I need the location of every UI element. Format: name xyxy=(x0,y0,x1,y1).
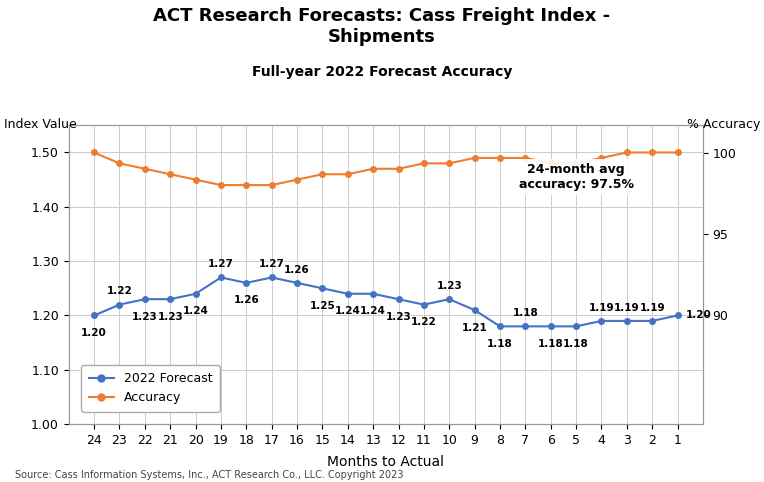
Text: 1.22: 1.22 xyxy=(107,286,132,296)
Text: 1.18: 1.18 xyxy=(513,308,538,318)
Text: 1.18: 1.18 xyxy=(538,339,564,349)
Text: 1.21: 1.21 xyxy=(461,322,487,333)
Text: 1.18: 1.18 xyxy=(563,339,589,349)
Text: 1.19: 1.19 xyxy=(639,303,665,313)
Text: Full-year 2022 Forecast Accuracy: Full-year 2022 Forecast Accuracy xyxy=(252,65,512,79)
Text: 1.23: 1.23 xyxy=(132,312,157,321)
Text: ACT Research Forecasts: Cass Freight Index -
Shipments: ACT Research Forecasts: Cass Freight Ind… xyxy=(154,7,610,46)
Text: 1.24: 1.24 xyxy=(360,306,386,316)
Text: 1.23: 1.23 xyxy=(386,312,411,321)
Text: 1.26: 1.26 xyxy=(284,265,310,275)
Text: % Accuracy: % Accuracy xyxy=(687,118,760,131)
Text: 1.25: 1.25 xyxy=(309,301,335,311)
Text: 1.18: 1.18 xyxy=(487,339,513,349)
Text: 1.24: 1.24 xyxy=(335,306,361,316)
Text: 1.27: 1.27 xyxy=(208,259,234,269)
Text: 1.19: 1.19 xyxy=(588,303,614,313)
Text: 1.24: 1.24 xyxy=(183,306,209,316)
Text: 1.23: 1.23 xyxy=(157,312,183,321)
Text: 1.26: 1.26 xyxy=(234,295,259,306)
Text: 1.27: 1.27 xyxy=(259,259,285,269)
Text: 1.23: 1.23 xyxy=(436,281,462,291)
Legend: 2022 Forecast, Accuracy: 2022 Forecast, Accuracy xyxy=(81,365,220,412)
Text: Index Value: Index Value xyxy=(4,118,76,131)
Text: 1.20: 1.20 xyxy=(81,328,107,338)
X-axis label: Months to Actual: Months to Actual xyxy=(327,455,445,469)
Text: Source: Cass Information Systems, Inc., ACT Research Co., LLC. Copyright 2023: Source: Cass Information Systems, Inc., … xyxy=(15,469,404,480)
Text: 1.20: 1.20 xyxy=(686,310,711,321)
Text: 24-month avg
accuracy: 97.5%: 24-month avg accuracy: 97.5% xyxy=(519,163,633,191)
Text: 1.22: 1.22 xyxy=(411,317,437,327)
Text: 1.19: 1.19 xyxy=(614,303,639,313)
